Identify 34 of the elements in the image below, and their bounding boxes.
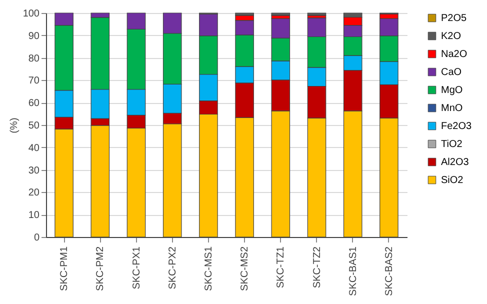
x-tick-label: SKC-TZ1 [276, 246, 287, 288]
y-tick-label: 80 [28, 53, 40, 64]
legend-label: SiO2 [441, 175, 464, 186]
y-tick-label: 60 [28, 98, 40, 110]
legend-label: MgO [441, 85, 463, 96]
y-axis-title: (%) [8, 118, 20, 134]
y-tick-label: 0 [34, 232, 40, 244]
bar [307, 12, 326, 16]
legend-label: CaO [441, 67, 462, 78]
x-tick-label: SKC-MS2 [240, 246, 251, 291]
legend-label: Fe2O3 [441, 121, 472, 132]
legend-label: TiO2 [441, 139, 463, 150]
y-tick-label: 100 [22, 8, 40, 20]
x-tick-label: SKC-PM1 [59, 246, 70, 291]
x-tick-label: SKC-PX2 [167, 246, 178, 290]
x-tick-label: SKC-MS1 [203, 246, 214, 291]
y-tick-label: 70 [28, 76, 40, 87]
y-tick-label: 50 [28, 120, 40, 132]
legend-label: Na2O [441, 49, 468, 60]
legend-label: K2O [441, 31, 462, 42]
x-tick-label: SKC-TZ2 [312, 246, 323, 288]
x-tick-label: SKC-BAS2 [384, 246, 395, 296]
bar [271, 12, 290, 16]
y-tick-label: 10 [28, 210, 40, 222]
legend-label: MnO [441, 103, 463, 114]
legend-label: P2O5 [441, 13, 468, 24]
x-tick-label: SKC-BAS1 [348, 246, 359, 296]
x-tick-label: SKC-PM2 [95, 246, 106, 291]
legend-label: Al2O3 [441, 157, 470, 168]
y-tick-label: 30 [28, 165, 40, 176]
y-tick-label: 90 [28, 30, 40, 42]
y-tick-label: 20 [28, 188, 40, 199]
y-tick-label: 40 [28, 142, 40, 154]
x-tick-label: SKC-PX1 [131, 246, 142, 290]
